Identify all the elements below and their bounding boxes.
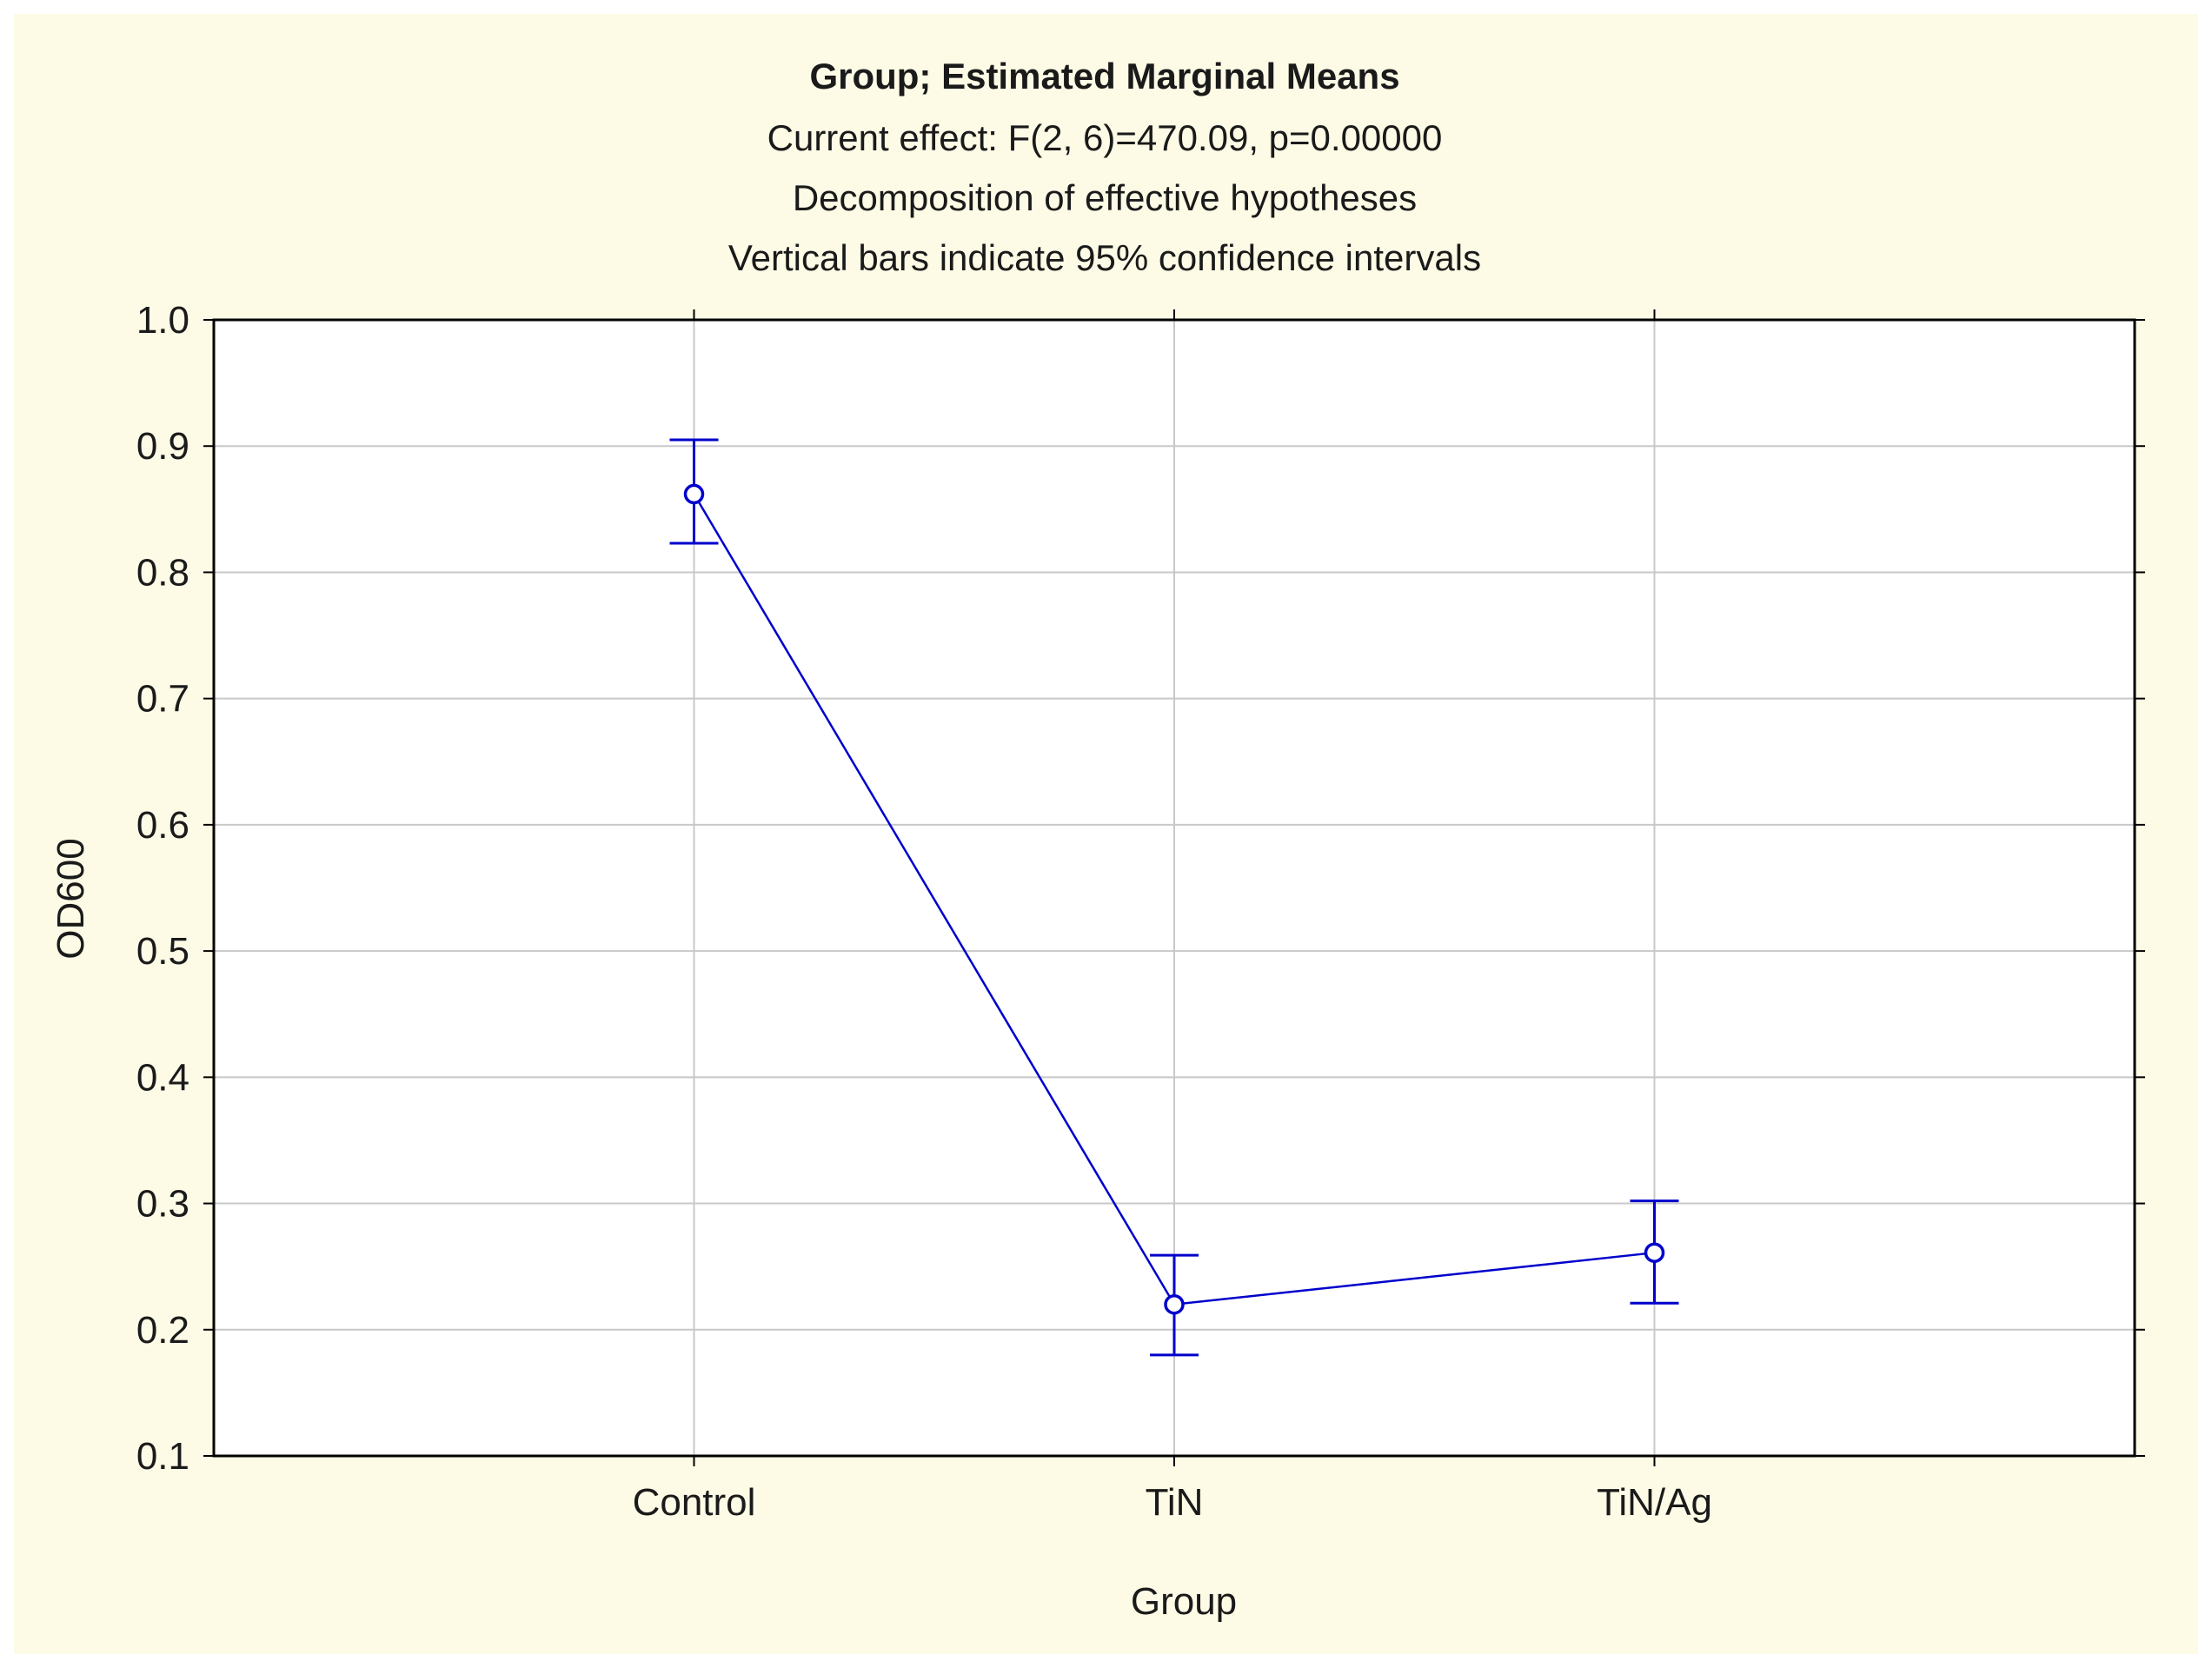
y-axis-label: OD600 <box>50 838 92 959</box>
y-tick-label: 0.6 <box>136 804 189 847</box>
data-point <box>1164 1293 1185 1315</box>
y-tick-label: 1.0 <box>136 299 189 342</box>
plot-border <box>212 318 2136 1458</box>
chart-subtitle-2: Decomposition of effective hypotheses <box>793 177 1417 218</box>
x-axis-label: Group <box>1131 1580 1237 1623</box>
chart-subtitle-3: Vertical bars indicate 95% confidence in… <box>728 237 1481 278</box>
data-point <box>683 483 705 505</box>
y-tick-label: 0.8 <box>136 551 189 594</box>
chart-frame: Group; Estimated Marginal Means Current … <box>14 14 2198 1654</box>
y-tick-label: 0.9 <box>136 425 189 468</box>
y-tick-label: 0.4 <box>136 1056 189 1099</box>
x-tick-label: Control <box>633 1481 756 1524</box>
y-tick-label: 0.2 <box>136 1309 189 1352</box>
y-tick-label: 0.5 <box>136 930 189 973</box>
y-tick-label: 0.7 <box>136 678 189 721</box>
chart-subtitle-1: Current effect: F(2, 6)=470.09, p=0.0000… <box>767 117 1443 158</box>
data-point <box>1644 1242 1665 1263</box>
x-tick-label: TiN <box>1146 1481 1204 1524</box>
chart-title: Group; Estimated Marginal Means <box>809 56 1399 96</box>
y-tick-label: 0.1 <box>136 1435 189 1478</box>
x-tick-label: TiN/Ag <box>1597 1481 1712 1524</box>
chart: Group; Estimated Marginal Means Current … <box>50 56 2145 1623</box>
y-tick-label: 0.3 <box>136 1183 189 1226</box>
